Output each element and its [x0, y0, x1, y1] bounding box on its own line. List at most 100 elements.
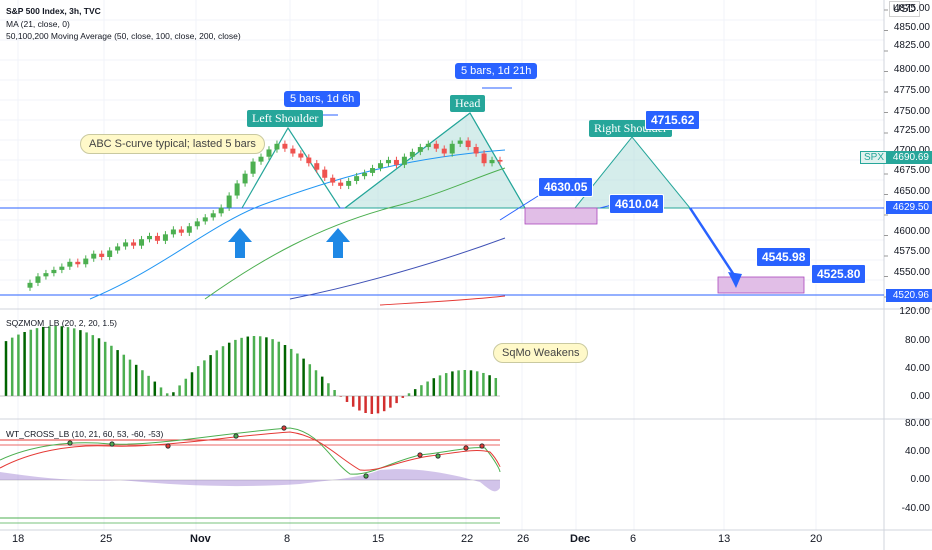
wt-axis-tick: 80.00 [904, 418, 930, 429]
x-axis-tick: 6 [630, 533, 637, 545]
price-label-4715[interactable]: 4715.62 [645, 110, 701, 130]
wt-cross-dot-inner [110, 442, 114, 446]
candle-body [322, 169, 328, 178]
ma100-line [289, 237, 506, 300]
candle-body [282, 143, 288, 149]
sqz-indicator-title: SQZMOM_LB (20, 2, 20, 1.5) [6, 318, 118, 328]
x-axis-tick: Dec [570, 533, 591, 545]
wt-cross-dot-inner [480, 444, 484, 448]
candle-body [330, 177, 336, 183]
ma-indicator-title: MA (21, close, 0) [6, 19, 70, 29]
candle-body [314, 163, 320, 170]
current-price-tag: 4690.69 [886, 151, 932, 164]
candle-body [146, 235, 152, 240]
price-axis-tick: 4800.00 [893, 64, 930, 75]
sqz-axis-tick: 40.00 [904, 363, 930, 374]
candle-body [131, 242, 137, 246]
price-axis-tick: 4825.00 [893, 40, 930, 51]
candle-body [346, 180, 352, 186]
candle-body [409, 151, 415, 157]
candle-body [43, 273, 49, 277]
left-shoulder-label[interactable]: Left Shoulder [247, 110, 324, 127]
candle-body [107, 250, 113, 257]
wt2-line [0, 431, 501, 471]
price-axis-tick: 4725.00 [893, 125, 930, 136]
candle-body [123, 242, 129, 247]
candle-body [473, 147, 479, 154]
candle-body [210, 213, 216, 218]
x-axis-tick: Nov [190, 533, 211, 545]
abc-note-bubble[interactable]: ABC S-curve typical; lasted 5 bars [80, 134, 265, 154]
x-axis-tick: 15 [372, 533, 385, 545]
candle-body [370, 168, 376, 173]
candle-body [186, 226, 192, 233]
candle-body [218, 207, 224, 214]
wt-axis-tick: -40.00 [901, 503, 930, 514]
candle-body [162, 234, 168, 241]
candle-body [401, 156, 407, 165]
level-price-tag-2: 4520.96 [886, 289, 932, 302]
candle-body [449, 143, 455, 154]
wt-indicator-title: WT_CROSS_LB (10, 21, 60, 53, -60, -53) [6, 429, 164, 439]
price-axis-tick: 4650.00 [893, 186, 930, 197]
candle-body [139, 239, 145, 246]
x-axis-tick: 22 [461, 533, 474, 545]
candle-body [306, 157, 312, 164]
bars-label-1[interactable]: 5 bars, 1d 6h [284, 91, 361, 107]
price-label-4525[interactable]: 4525.80 [811, 264, 867, 284]
candle-body [202, 217, 208, 222]
x-axis-tick: 25 [100, 533, 113, 545]
candle-body [51, 269, 57, 274]
candle-body [338, 182, 344, 186]
ma50-line [204, 167, 506, 300]
candle-body [226, 195, 232, 208]
x-axis-tick: 20 [810, 533, 823, 545]
bars-label-2[interactable]: 5 bars, 1d 21h [455, 63, 538, 79]
x-axis-tick: 26 [517, 533, 530, 545]
candle-body [489, 159, 495, 164]
candle-body [83, 258, 89, 265]
wt-cross-dot-inner [418, 453, 422, 457]
price-axis-tick: 4875.00 [893, 3, 930, 14]
candle-body [242, 173, 248, 184]
symbol-title: S&P 500 Index, 3h, TVC [6, 6, 101, 16]
candle-body [417, 147, 423, 152]
price-axis-tick: 4575.00 [893, 246, 930, 257]
head-label[interactable]: Head [450, 95, 486, 112]
callout-line [499, 195, 539, 221]
candle-body [59, 266, 65, 270]
sqz-axis-tick: 0.00 [910, 391, 930, 402]
price-label-4545[interactable]: 4545.98 [756, 247, 812, 267]
candle-body [481, 153, 487, 164]
candle-body [378, 163, 384, 169]
candle-body [441, 148, 447, 154]
target-box-2 [717, 276, 805, 294]
candle-body [250, 161, 256, 174]
price-axis-tick: 4675.00 [893, 165, 930, 176]
price-label-4630[interactable]: 4630.05 [538, 177, 594, 197]
target-box-1 [524, 207, 598, 225]
candle-body [99, 253, 105, 257]
currency-selector[interactable]: USD [888, 1, 920, 17]
candle-body [170, 229, 176, 235]
candle-body [497, 159, 503, 162]
up-arrow-icon [326, 228, 350, 258]
candle-body [385, 159, 391, 164]
candle-body [354, 176, 360, 181]
wt-diff-area [0, 469, 500, 492]
candle-body [425, 143, 431, 148]
sqmo-note-bubble[interactable]: SqMo Weakens [493, 343, 589, 363]
price-axis-tick: 4850.00 [893, 22, 930, 33]
pattern-left-shoulder-line [241, 126, 341, 209]
price-label-4610[interactable]: 4610.04 [609, 194, 665, 214]
wt-cross-dot-inner [464, 446, 468, 450]
wt-cross-dot-inner [166, 444, 170, 448]
price-axis-tick: 4600.00 [893, 226, 930, 237]
candle-body [194, 221, 200, 227]
candle-body [234, 183, 240, 196]
candle-body [457, 140, 463, 144]
candle-body [35, 276, 41, 283]
candle-body [258, 156, 264, 162]
ma21-line [89, 149, 506, 300]
